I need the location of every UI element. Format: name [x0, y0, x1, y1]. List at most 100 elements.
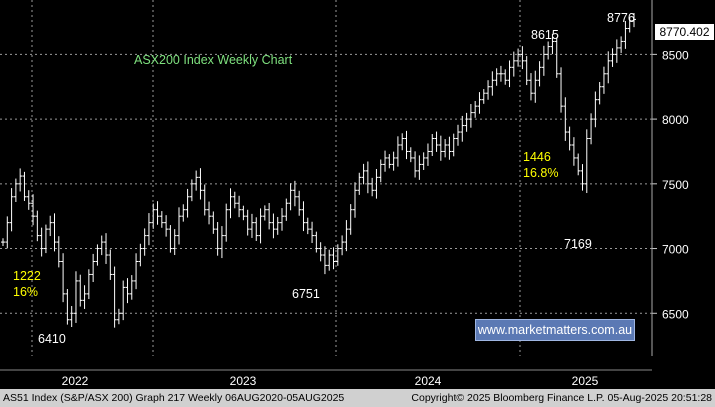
chart-title: ASX200 Index Weekly Chart	[134, 53, 293, 67]
ohlc-bar	[627, 16, 632, 33]
ohlc-bar	[164, 215, 169, 237]
y-tick-label: 7500	[662, 178, 689, 192]
x-tick-label: 2023	[230, 374, 257, 388]
ohlc-bar	[185, 188, 190, 218]
ohlc-bar	[507, 60, 512, 88]
footer-left-text: AS51 Index (S&P/ASX 200) Graph 217 Weekl…	[3, 392, 345, 404]
ohlc-bar	[533, 70, 538, 103]
ohlc-bar	[537, 61, 542, 87]
ohlc-bar	[498, 65, 503, 82]
footer-bar: AS51 Index (S&P/ASX 200) Graph 217 Weekl…	[0, 389, 715, 407]
footer-right-text: Copyright© 2025 Bloomberg Finance L.P. 0…	[411, 392, 712, 404]
ohlc-bar	[421, 152, 426, 170]
ohlc-bar	[202, 184, 207, 216]
grid-lines	[0, 0, 652, 356]
ohlc-bar	[82, 285, 87, 309]
ohlc-bar	[65, 289, 70, 325]
annotation-label: 6410	[38, 332, 66, 346]
ohlc-bar	[314, 231, 319, 253]
ohlc-bar	[520, 46, 525, 70]
annotation-label: 1446	[523, 150, 551, 164]
ohlc-bar	[69, 306, 74, 328]
ohlc-bar	[13, 178, 18, 203]
annotation-label: 8615	[531, 28, 559, 42]
ohlc-bar	[86, 269, 91, 300]
ohlc-bar	[310, 221, 315, 243]
ohlc-bar	[1, 238, 5, 246]
ohlc-bar	[5, 216, 10, 249]
ohlc-bar	[237, 195, 242, 218]
ohlc-bar	[468, 104, 473, 128]
ohlc-bar	[503, 69, 508, 85]
ohlc-bar	[108, 249, 113, 280]
ohlc-bar	[104, 233, 109, 264]
ohlc-bar	[370, 177, 375, 197]
ohlc-bar	[400, 133, 405, 151]
ohlc-bar	[198, 168, 203, 200]
ohlc-bar	[357, 172, 362, 195]
ohlc-bar	[434, 131, 439, 152]
ohlc-bar	[39, 227, 44, 257]
ohlc-bar	[228, 188, 233, 219]
price-bars	[1, 13, 636, 328]
ohlc-bar	[361, 163, 366, 185]
ohlc-bar	[632, 13, 636, 28]
ohlc-bar	[52, 213, 57, 252]
ohlc-bar	[232, 191, 237, 209]
x-tick-label: 2022	[62, 374, 89, 388]
annotation-label: 1222	[13, 269, 41, 283]
ohlc-bar	[280, 208, 285, 231]
ohlc-bar	[481, 89, 486, 104]
ohlc-bar	[318, 242, 323, 262]
last-price-value: 8770.402	[659, 25, 710, 39]
ohlc-bar	[112, 266, 117, 328]
ohlc-bar	[159, 211, 164, 228]
ohlc-bar	[297, 190, 302, 216]
ohlc-bar	[447, 136, 452, 160]
ohlc-bar	[404, 130, 409, 160]
y-tick-label: 8000	[662, 113, 689, 127]
ohlc-bar	[606, 51, 611, 84]
ohlc-bar	[73, 271, 78, 323]
ohlc-bar	[563, 97, 568, 141]
chart-annotations: 6410 1222 16% 6751 8615 1446 16.8% 7169 8776	[13, 11, 635, 346]
ohlc-bar	[116, 308, 121, 325]
annotation-label: 7169	[564, 237, 592, 251]
y-tick-label: 8500	[662, 48, 689, 62]
x-axis-ticks: 2022 2023 2024 2025	[0, 0, 653, 388]
ohlc-bar	[438, 135, 443, 161]
ohlc-bar	[417, 155, 422, 180]
ohlc-bar	[383, 150, 388, 172]
ohlc-bar	[78, 274, 83, 307]
ohlc-bar	[460, 115, 465, 142]
ohlc-bar	[365, 161, 370, 194]
ohlc-bar	[443, 139, 448, 158]
y-tick-label: 6500	[662, 307, 689, 321]
ohlc-bar	[43, 224, 48, 254]
ohlc-bar	[610, 48, 615, 67]
ohlc-bar	[516, 48, 521, 67]
ohlc-bar	[18, 168, 23, 192]
ohlc-bar	[301, 201, 306, 232]
ohlc-bar	[546, 41, 551, 60]
ohlc-bar	[95, 244, 100, 266]
ohlc-bar	[211, 211, 216, 234]
ohlc-bar	[292, 180, 297, 207]
ohlc-bar	[623, 21, 628, 49]
ohlc-bar	[601, 66, 606, 94]
ohlc-bar	[576, 153, 581, 176]
ohlc-bar	[378, 159, 383, 183]
ohlc-bar	[9, 188, 14, 232]
ohlc-bar	[305, 217, 310, 235]
ohlc-bar	[262, 205, 267, 221]
ohlc-bar	[511, 51, 516, 77]
ohlc-bar	[451, 133, 456, 157]
ohlc-bar	[554, 37, 559, 78]
ohlc-bar	[172, 229, 177, 256]
ohlc-bar	[619, 36, 624, 53]
y-axis-ticks: 6500 7000 7500 8000 8500	[652, 48, 689, 321]
x-tick-label: 2025	[572, 374, 599, 388]
ohlc-bar	[224, 203, 229, 242]
ohlc-bar	[425, 143, 430, 166]
ohlc-bar	[473, 100, 478, 118]
